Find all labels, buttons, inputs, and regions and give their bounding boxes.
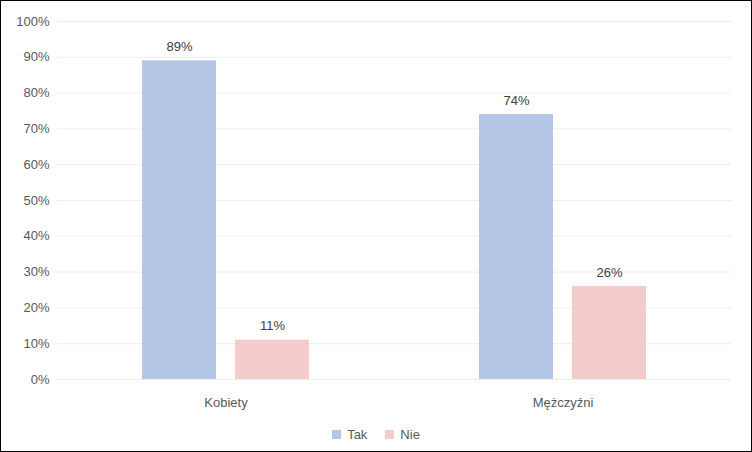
svg-text:50%: 50%: [23, 193, 49, 208]
svg-text:100%: 100%: [16, 14, 50, 29]
svg-text:89%: 89%: [166, 39, 192, 54]
svg-text:70%: 70%: [23, 121, 49, 136]
svg-text:80%: 80%: [23, 85, 49, 100]
svg-text:20%: 20%: [23, 300, 49, 315]
svg-text:74%: 74%: [503, 93, 529, 108]
svg-text:Mężczyźni: Mężczyźni: [533, 395, 594, 410]
html-text:Nie: Nie: [400, 426, 420, 442]
svg-text:40%: 40%: [23, 228, 49, 243]
svg-text:30%: 30%: [23, 264, 49, 279]
svg-text:0%: 0%: [31, 372, 50, 387]
svg-text:Kobiety: Kobiety: [204, 395, 248, 410]
svg-text:10%: 10%: [23, 336, 49, 351]
svg-text:11%: 11%: [260, 318, 285, 333]
svg-text:26%: 26%: [596, 265, 622, 280]
svg-text:90%: 90%: [23, 49, 49, 64]
svg-text:60%: 60%: [23, 157, 49, 172]
html-text:Tak: Tak: [347, 426, 368, 442]
